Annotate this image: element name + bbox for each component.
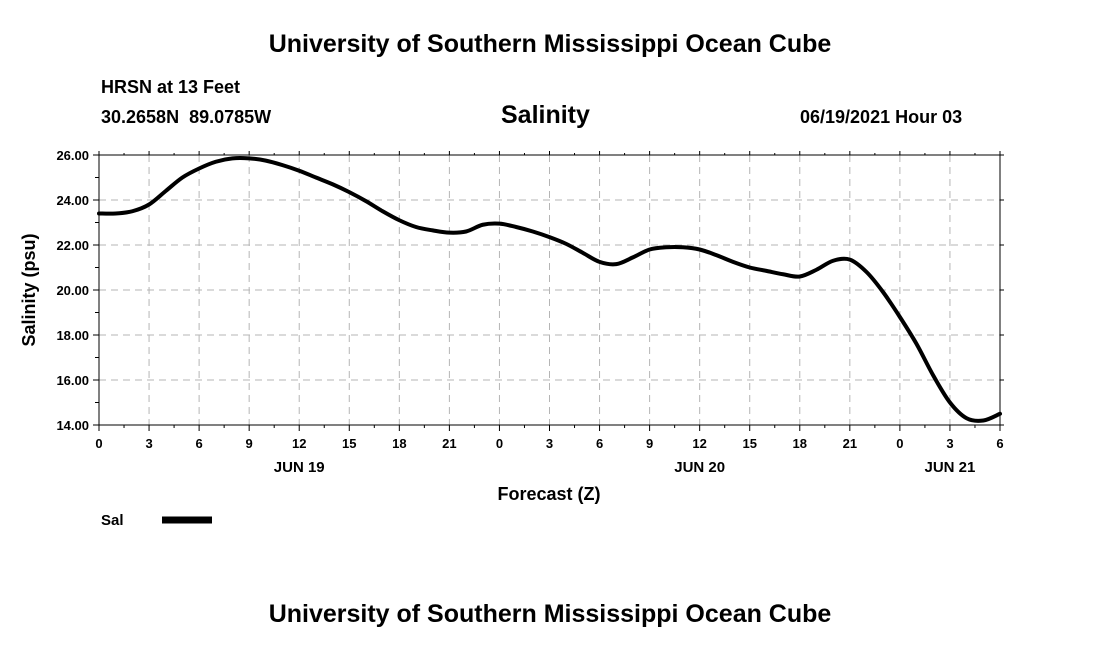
legend-label-sal: Sal — [101, 512, 124, 529]
x-tick-label: 6 — [596, 436, 603, 451]
x-tick-label: 6 — [195, 436, 202, 451]
y-tick-label: 18.00 — [56, 328, 89, 343]
top-title: University of Southern Mississippi Ocean… — [268, 30, 832, 58]
y-tick-label: 14.00 — [56, 418, 89, 433]
y-tick-label: 20.00 — [56, 283, 89, 298]
y-axis: 14.00 16.00 18.00 20.00 22.00 24.00 26.00 — [56, 148, 1004, 433]
bottom-title: University of Southern Mississippi Ocean… — [268, 600, 832, 628]
y-tick-label: 24.00 — [56, 193, 89, 208]
x-tick-label: 0 — [896, 436, 903, 451]
y-tick-label: 26.00 — [56, 148, 89, 163]
x-tick-label: 15 — [742, 436, 756, 451]
x-tick-label: 6 — [996, 436, 1003, 451]
x-tick-label: 9 — [646, 436, 653, 451]
station-coordinates: 30.2658N 89.0785W — [101, 107, 272, 127]
x-tick-label: 21 — [442, 436, 456, 451]
day-label: JUN 19 — [274, 459, 325, 476]
day-labels: JUN 19 JUN 20 JUN 21 — [274, 459, 976, 476]
x-tick-label: 0 — [496, 436, 503, 451]
x-tick-label: 3 — [145, 436, 152, 451]
x-tick-label: 18 — [392, 436, 406, 451]
x-tick-label: 0 — [95, 436, 102, 451]
chart-title: Salinity — [501, 101, 590, 129]
y-axis-label: Salinity (psu) — [19, 233, 39, 346]
x-tick-label: 12 — [292, 436, 306, 451]
day-label: JUN 21 — [925, 459, 976, 476]
x-tick-label: 21 — [843, 436, 857, 451]
forecast-datetime: 06/19/2021 Hour 03 — [800, 107, 963, 127]
x-tick-label: 3 — [546, 436, 553, 451]
x-tick-label: 18 — [793, 436, 807, 451]
x-tick-label: 9 — [246, 436, 253, 451]
y-tick-label: 22.00 — [56, 238, 89, 253]
x-axis: 0 3 6 9 12 15 18 21 0 3 6 9 12 15 18 21 0 3 6 — [95, 151, 1004, 451]
y-tick-label: 16.00 — [56, 373, 89, 388]
day-label: JUN 20 — [674, 459, 725, 476]
x-tick-label: 3 — [946, 436, 953, 451]
chart-grid — [99, 155, 1000, 425]
x-tick-label: 12 — [692, 436, 706, 451]
x-tick-label: 15 — [342, 436, 356, 451]
x-axis-label: Forecast (Z) — [497, 484, 600, 504]
station-name: HRSN at 13 Feet — [101, 77, 241, 97]
series-line-sal — [97, 156, 1002, 423]
